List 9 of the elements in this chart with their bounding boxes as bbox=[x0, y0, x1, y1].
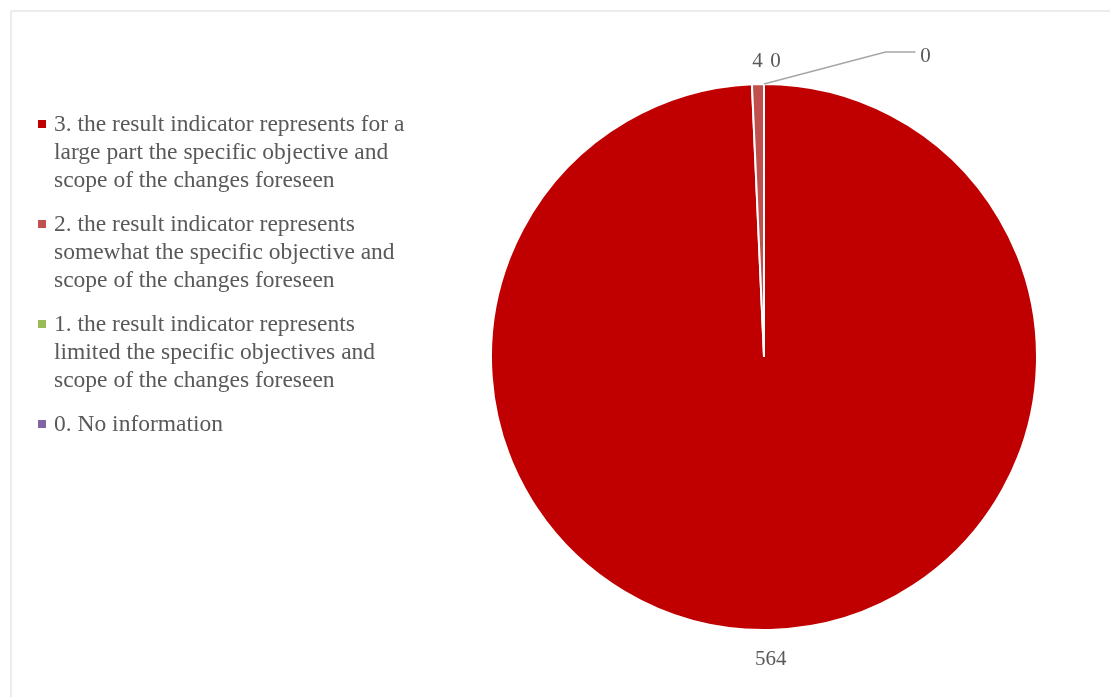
legend-label: 3. the result indicator represents for a large part the specific objective and scope of the changes foreseen bbox=[54, 110, 405, 193]
legend-label: 2. the result indicator represents somewhat the specific objective and scope of the changes foreseen bbox=[54, 210, 395, 293]
data-label: 4 bbox=[752, 47, 764, 72]
text: 0 bbox=[920, 42, 931, 67]
legend-label: 0. No information bbox=[54, 410, 224, 437]
text: 0 bbox=[770, 47, 781, 72]
legend-label: 1. the result indicator represents limited the specific objectives and scope of the changes foreseen bbox=[54, 310, 376, 393]
data-label: 564 bbox=[754, 645, 787, 670]
pie-slice bbox=[490, 83, 1038, 631]
